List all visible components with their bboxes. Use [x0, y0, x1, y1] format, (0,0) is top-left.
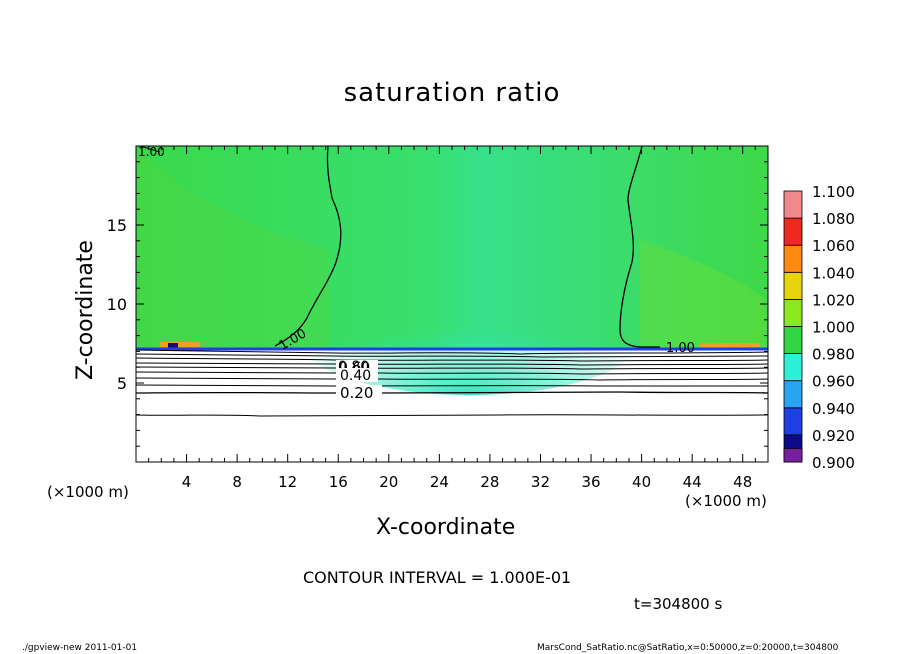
- colorbar-swatch: [783, 407, 803, 436]
- x-tick-label: 4: [182, 473, 192, 491]
- contour-0-30: [135, 384, 768, 387]
- plot-area: 1.00 1.00 0.80 0.60 0.40 0.20 1.00: [135, 145, 769, 463]
- time-label: t=304800 s: [634, 595, 723, 613]
- contour-interval-note: CONTOUR INTERVAL = 1.000E-01: [303, 568, 572, 587]
- colorbar-label: 0.940: [812, 400, 855, 418]
- colorbar-swatch: [783, 380, 803, 409]
- colorbar-label: 0.960: [812, 373, 855, 391]
- x-tick-label: 8: [232, 473, 242, 491]
- colorbar: 0.900 0.920 0.940 0.960 0.980 1.000 1.020 1.040…: [783, 183, 855, 472]
- y-tick-label: 15: [107, 216, 127, 235]
- colorbar-swatch: [783, 244, 803, 273]
- contour-0-50: [135, 377, 769, 381]
- contour-1-00-left: [274, 145, 342, 347]
- orange-spot-right: [700, 343, 760, 347]
- contour-1-00-right: [619, 145, 660, 348]
- x-axis-unit-right: (×1000 m): [685, 492, 767, 510]
- colorbar-label: 1.100: [812, 183, 855, 201]
- x-tick-label: 40: [632, 473, 651, 491]
- x-tick-label: 32: [531, 473, 550, 491]
- light-green-patch-left: [140, 150, 330, 348]
- chart-title: saturation ratio: [343, 78, 561, 108]
- contour-label-backing: [336, 368, 378, 382]
- colorbar-swatch-min: [783, 448, 803, 463]
- colorbar-label: 1.020: [812, 291, 855, 309]
- contour-band-2: [135, 353, 769, 358]
- y-axis-ticks: 5 10 15: [107, 145, 768, 463]
- x-tick-label: 12: [278, 473, 297, 491]
- contour-band-3: [135, 357, 769, 362]
- colorbar-swatch: [783, 353, 803, 382]
- colorbar-label: 1.060: [812, 237, 855, 255]
- contour-lines: [135, 145, 769, 417]
- contour-label: 1.00: [666, 341, 695, 356]
- x-axis-ticks: 4 8 12 16 20 24 28 32 36 40 44 48: [135, 146, 769, 491]
- orange-spot-left: [160, 342, 200, 347]
- colorbar-label: 1.040: [812, 264, 855, 282]
- colorbar-label: 0.900: [812, 454, 855, 472]
- light-green-patch-right: [640, 240, 766, 348]
- colorbar-swatch: [783, 190, 803, 219]
- footer-right: MarsCond_SatRatio.nc@SatRatio,x=0:50000,…: [537, 643, 839, 653]
- x-tick-label: 36: [581, 473, 600, 491]
- contour-label: 0.40: [340, 368, 371, 384]
- colorbar-label: 0.980: [812, 346, 855, 364]
- contour-band-1: [135, 349, 769, 355]
- contour-0-60: [135, 371, 769, 375]
- contour-label: 1.00: [138, 145, 165, 159]
- y-tick-label: 10: [107, 295, 127, 314]
- colorbar-swatch: [783, 326, 803, 355]
- colorbar-swatch: [783, 271, 803, 300]
- contour-0-80: [135, 362, 769, 366]
- x-tick-label: 28: [480, 473, 499, 491]
- x-tick-label: 48: [733, 473, 752, 491]
- y-axis-label: Z-coordinate: [73, 240, 98, 380]
- colorbar-swatch: [783, 217, 803, 246]
- x-tick-label: 44: [683, 473, 702, 491]
- dark-blue-spot: [168, 343, 178, 349]
- colorbar-label: 0.920: [812, 427, 855, 445]
- contour-0-70: [135, 366, 769, 370]
- x-axis-unit-left: (×1000 m): [47, 483, 129, 501]
- cyan-band: [300, 285, 640, 395]
- y-tick-label: 5: [117, 374, 127, 393]
- contour-label: 0.20: [340, 384, 373, 402]
- contour-0-20: [135, 391, 769, 394]
- x-tick-label: 24: [430, 473, 449, 491]
- colorbar-label: 1.000: [812, 319, 855, 337]
- contour-label-backing: [336, 385, 382, 400]
- x-tick-label: 20: [379, 473, 398, 491]
- contour-0-10: [135, 414, 769, 417]
- x-tick-label: 16: [329, 473, 348, 491]
- x-axis-label: X-coordinate: [376, 515, 516, 540]
- colorbar-swatch: [783, 298, 803, 327]
- footer-left: ./gpview-new 2011-01-01: [22, 643, 138, 653]
- colorbar-label: 1.080: [812, 210, 855, 228]
- contour-top-left: [139, 145, 161, 153]
